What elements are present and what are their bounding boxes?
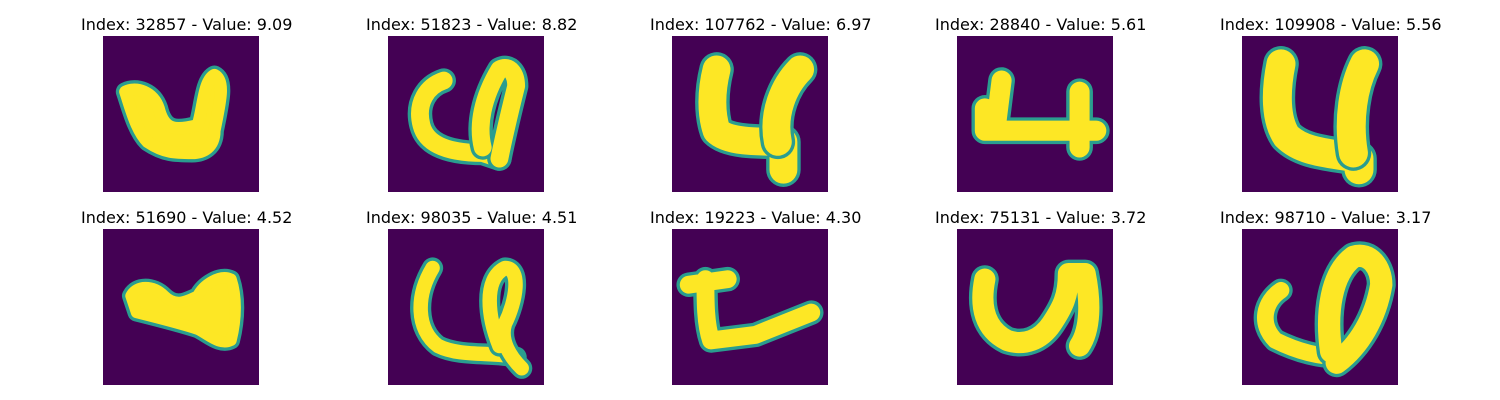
digit-stroke bbox=[974, 70, 1107, 158]
panel-title: Index: 51690 - Value: 4.52 bbox=[81, 208, 293, 227]
panel-title: Index: 28840 - Value: 5.61 bbox=[935, 15, 1147, 34]
digit-image bbox=[388, 229, 544, 385]
digit-stroke bbox=[119, 68, 227, 160]
panel-title: Index: 109908 - Value: 5.56 bbox=[1220, 15, 1442, 34]
digit-stroke bbox=[411, 71, 509, 168]
digit-panel: Index: 19223 - Value: 4.30 bbox=[650, 208, 862, 388]
digit-stroke bbox=[762, 55, 815, 156]
digit-image bbox=[672, 36, 828, 192]
digit-image bbox=[672, 229, 828, 385]
digit-image bbox=[1242, 36, 1398, 192]
digit-stroke bbox=[972, 262, 1100, 357]
digit-image bbox=[103, 229, 259, 385]
panel-title: Index: 75131 - Value: 3.72 bbox=[935, 208, 1147, 227]
panel-title: Index: 19223 - Value: 4.30 bbox=[650, 208, 862, 227]
digit-image bbox=[388, 36, 544, 192]
digit-panel: Index: 51690 - Value: 4.52 bbox=[81, 208, 293, 388]
digit-panel: Index: 51823 - Value: 8.82 bbox=[366, 15, 578, 195]
digit-panel: Index: 28840 - Value: 5.61 bbox=[935, 15, 1147, 195]
digit-stroke bbox=[679, 270, 821, 350]
digit-panel: Index: 109908 - Value: 5.56 bbox=[1220, 15, 1442, 195]
panel-title: Index: 98710 - Value: 3.17 bbox=[1220, 208, 1432, 227]
digit-panel: Index: 98710 - Value: 3.17 bbox=[1220, 208, 1432, 388]
digit-panel: Index: 107762 - Value: 6.97 bbox=[650, 15, 872, 195]
digit-image bbox=[957, 229, 1113, 385]
panel-title: Index: 107762 - Value: 6.97 bbox=[650, 15, 872, 34]
digit-stroke bbox=[482, 260, 529, 376]
digit-image bbox=[103, 36, 259, 192]
digit-panel: Index: 32857 - Value: 9.09 bbox=[81, 15, 293, 195]
digit-stroke bbox=[1336, 49, 1380, 168]
digit-panel: Index: 98035 - Value: 4.51 bbox=[366, 208, 578, 388]
panel-title: Index: 98035 - Value: 4.51 bbox=[366, 208, 578, 227]
panel-title: Index: 51823 - Value: 8.82 bbox=[366, 15, 578, 34]
digit-image bbox=[957, 36, 1113, 192]
digit-stroke bbox=[471, 59, 526, 168]
digit-stroke bbox=[125, 272, 241, 348]
digit-panel: Index: 75131 - Value: 3.72 bbox=[935, 208, 1147, 388]
panel-title: Index: 32857 - Value: 9.09 bbox=[81, 15, 293, 34]
digit-image bbox=[1242, 229, 1398, 385]
digit-stroke bbox=[1318, 244, 1393, 374]
